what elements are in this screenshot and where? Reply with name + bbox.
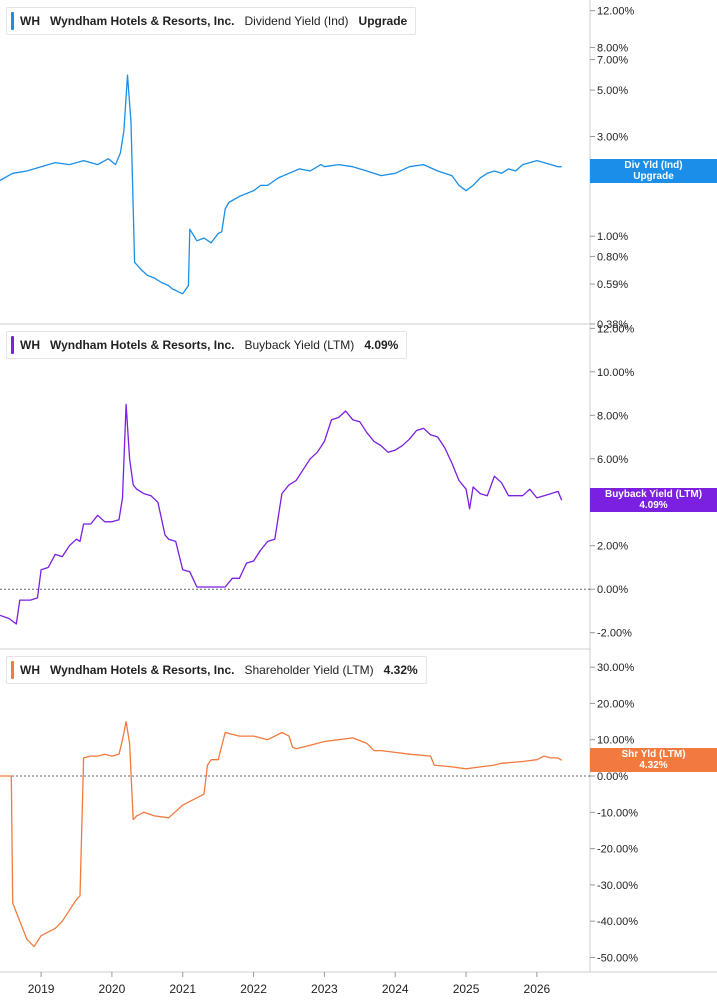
- y-tick-label: 2.00%: [597, 541, 628, 553]
- x-tick-label: 2022: [240, 982, 267, 996]
- legend-legend-value: Upgrade: [358, 14, 408, 28]
- y-tick-label: 10.00%: [597, 367, 635, 379]
- y-tick-label: 6.00%: [597, 454, 628, 466]
- y-tick-label: 0.80%: [597, 251, 628, 263]
- series-line: [0, 403, 563, 625]
- legend-metric: Buyback Yield (LTM): [244, 338, 355, 352]
- y-tick-label: 0.59%: [597, 279, 628, 291]
- value-tag: Buyback Yield (LTM) 4.09%: [590, 488, 717, 513]
- y-tick-label: 30.00%: [597, 662, 635, 674]
- value-tag-label: Shr Yld (LTM): [621, 749, 686, 761]
- x-tick-label: 2019: [28, 982, 55, 996]
- y-tick-label: 8.00%: [597, 42, 628, 54]
- y-tick-label: 12.00%: [597, 6, 635, 18]
- value-tag-label: Div Yld (Ind): [624, 160, 683, 172]
- y-tick-label: 3.00%: [597, 131, 628, 143]
- legend-metric: Shareholder Yield (LTM): [244, 663, 374, 677]
- y-tick-label: -2.00%: [597, 628, 632, 640]
- value-tag: Div Yld (Ind) Upgrade: [590, 159, 717, 184]
- series-line: [0, 74, 562, 295]
- legend-legend-value: 4.09%: [364, 338, 399, 352]
- legend-ticker: WH: [20, 663, 40, 677]
- y-tick-label: 0.38%: [597, 319, 628, 331]
- value-tag-value: 4.09%: [639, 500, 668, 512]
- legend-ticker: WH: [20, 338, 40, 352]
- y-tick-label: -30.00%: [597, 880, 638, 892]
- value-tag-value: 4.32%: [639, 760, 668, 772]
- x-tick-label: 2026: [524, 982, 551, 996]
- y-tick-label: 20.00%: [597, 698, 635, 710]
- value-tag-value: Upgrade: [633, 171, 674, 183]
- x-tick-label: 2021: [169, 982, 196, 996]
- y-tick-label: -20.00%: [597, 844, 638, 856]
- x-tick-label: 2024: [382, 982, 409, 996]
- legend: WH Wyndham Hotels & Resorts, Inc. Dividend…: [6, 7, 417, 35]
- value-tag-label: Buyback Yield (LTM): [604, 489, 703, 501]
- y-tick-label: 7.00%: [597, 55, 628, 67]
- legend-company: Wyndham Hotels & Resorts, Inc.: [50, 663, 235, 677]
- legend: WH Wyndham Hotels & Resorts, Inc. Buyback …: [6, 331, 408, 359]
- legend-color-bar: [11, 336, 14, 354]
- y-tick-label: -10.00%: [597, 807, 638, 819]
- legend-company: Wyndham Hotels & Resorts, Inc.: [50, 14, 235, 28]
- y-tick-label: 5.00%: [597, 85, 628, 97]
- y-tick-label: 0.00%: [597, 584, 628, 596]
- y-tick-label: -40.00%: [597, 916, 638, 928]
- y-tick-label: 1.00%: [597, 231, 628, 243]
- legend-color-bar: [11, 12, 14, 30]
- value-tag: Shr Yld (LTM) 4.32%: [590, 748, 717, 773]
- legend-color-bar: [11, 661, 14, 679]
- x-tick-label: 2020: [99, 982, 126, 996]
- legend-ticker: WH: [20, 14, 40, 28]
- x-tick-label: 2025: [453, 982, 480, 996]
- y-tick-label: 0.00%: [597, 771, 628, 783]
- legend-legend-value: 4.32%: [383, 663, 418, 677]
- legend-company: Wyndham Hotels & Resorts, Inc.: [50, 338, 235, 352]
- x-tick-label: 2023: [311, 982, 338, 996]
- series-line: [0, 720, 563, 948]
- y-tick-label: 10.00%: [597, 735, 635, 747]
- y-tick-label: -50.00%: [597, 952, 638, 964]
- legend: WH Wyndham Hotels & Resorts, Inc. Sharehol…: [6, 656, 427, 684]
- y-tick-label: 12.00%: [597, 323, 635, 335]
- y-tick-label: 8.00%: [597, 410, 628, 422]
- legend-metric: Dividend Yield (Ind): [244, 14, 349, 28]
